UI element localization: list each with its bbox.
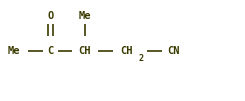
Text: CH: CH (120, 45, 133, 56)
Text: Me: Me (78, 11, 91, 21)
Text: 2: 2 (138, 54, 143, 63)
Text: CN: CN (168, 45, 180, 56)
Text: C: C (47, 45, 53, 56)
Text: O: O (47, 11, 53, 21)
Text: Me: Me (7, 45, 20, 56)
Text: CH: CH (78, 45, 91, 56)
